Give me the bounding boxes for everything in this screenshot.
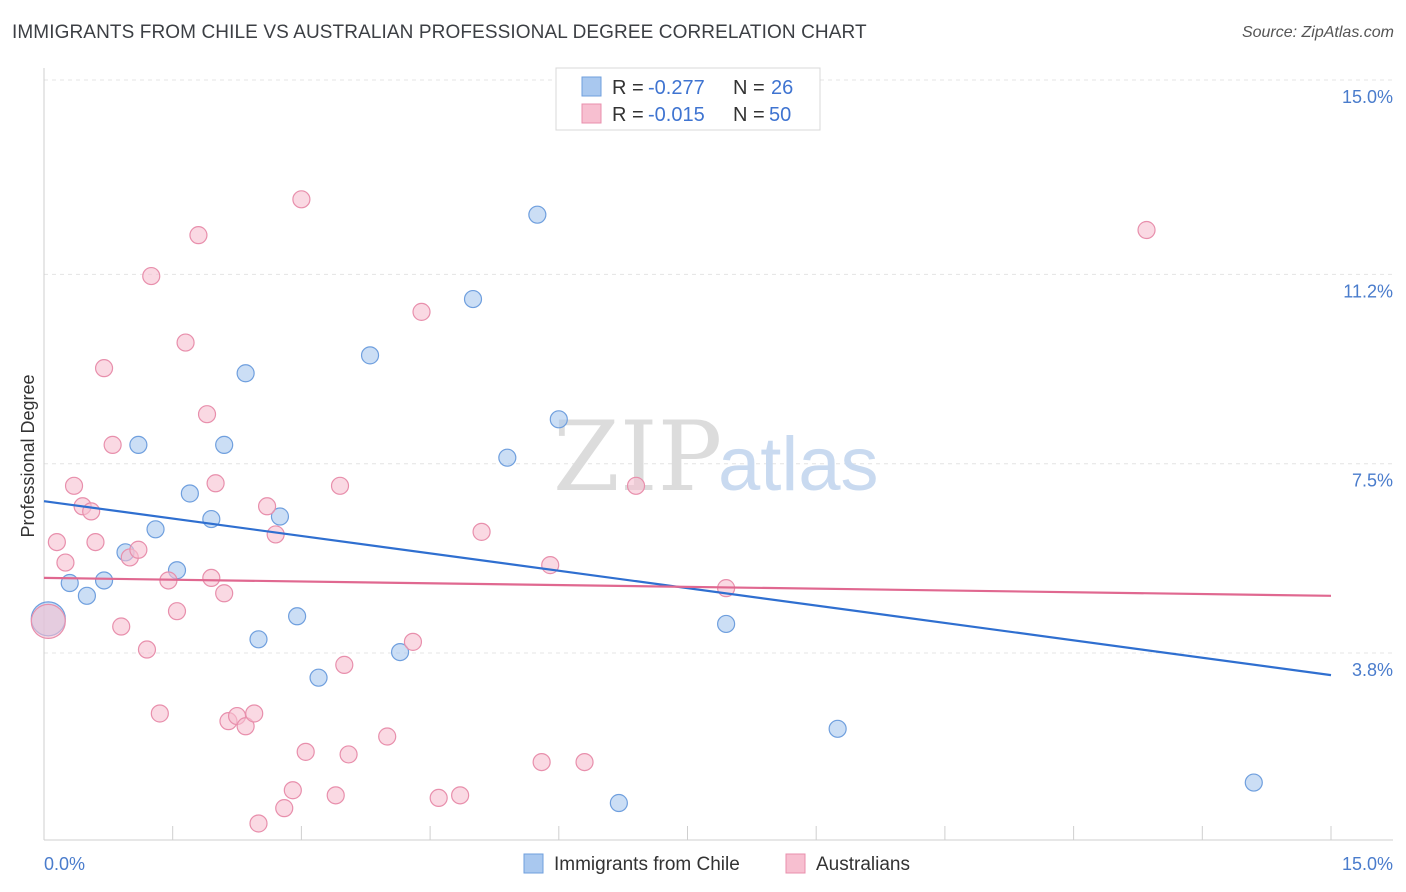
point-chile-1 [60, 573, 79, 593]
x-tick-label-right: 15.0% [1342, 854, 1393, 874]
point-australians-28 [257, 497, 277, 516]
bottom-legend-swatch-australians [785, 853, 806, 874]
trend-line-chile [43, 500, 1332, 677]
point-chile-23 [717, 614, 736, 634]
y-tick-labels: 15.0% 11.2% 7.5% 3.8% [1342, 87, 1393, 680]
point-chile-11 [236, 364, 255, 383]
point-australians-44 [532, 752, 551, 772]
trend-lines [43, 500, 1332, 677]
point-australians-26 [245, 704, 264, 723]
point-chile-21 [549, 410, 568, 429]
point-australians-17 [176, 333, 195, 352]
point-australians-16 [167, 602, 187, 621]
point-australians-36 [335, 655, 354, 674]
watermark-zip: ZIP [553, 401, 722, 513]
point-chile-22 [609, 793, 628, 813]
legend-r-value-australians: -0.015 [648, 104, 705, 126]
point-australians-6 [86, 532, 105, 552]
point-chile-17 [390, 642, 410, 662]
point-australians-40 [412, 302, 431, 321]
point-chile-13 [270, 507, 290, 526]
point-chile-19 [498, 448, 517, 467]
axes [43, 68, 1393, 841]
point-chile-24 [828, 719, 847, 738]
point-australians-33 [296, 742, 315, 761]
point-australians-5 [82, 502, 101, 521]
point-chile-20 [528, 205, 547, 224]
point-australians-38 [378, 727, 397, 746]
point-australians-12 [137, 640, 157, 659]
point-australians-9 [112, 617, 131, 636]
legend-swatch-chile [581, 76, 602, 97]
chart-title: IMMIGRANTS FROM CHILE VS AUSTRALIAN PROF… [12, 22, 867, 43]
point-chile-16 [360, 346, 380, 365]
point-australians-1 [47, 532, 66, 552]
point-chile-2 [77, 586, 97, 605]
point-chile-3 [94, 571, 114, 590]
y-tick-label-0: 15.0% [1342, 87, 1393, 107]
point-australians-0 [30, 603, 66, 639]
point-australians-20 [202, 568, 221, 588]
bottom-legend-swatch-chile [523, 853, 544, 874]
point-chile-25 [1244, 773, 1263, 792]
x-tick-label-left: 0.0% [44, 854, 85, 874]
point-australians-22 [215, 584, 234, 603]
point-australians-47 [626, 476, 646, 495]
point-australians-37 [339, 745, 358, 764]
source-label: Source: ZipAtlas.com [1241, 24, 1394, 41]
point-australians-30 [275, 799, 294, 818]
point-australians-27 [249, 814, 268, 833]
point-chile-10 [215, 435, 234, 454]
point-australians-18 [189, 226, 208, 245]
point-chile-12 [249, 630, 268, 649]
point-australians-7 [94, 359, 114, 378]
legend-r-label-australians: R = [612, 104, 644, 126]
point-australians-49 [1137, 220, 1156, 240]
watermark-atlas: atlas [718, 422, 879, 507]
point-australians-2 [56, 553, 75, 572]
point-australians-29 [266, 525, 285, 544]
point-australians-21 [206, 474, 225, 493]
point-australians-34 [326, 786, 345, 805]
y-axis-title: Professional Degree [18, 374, 38, 537]
point-australians-39 [403, 632, 423, 651]
point-australians-31 [283, 781, 302, 800]
watermark: ZIP atlas [553, 401, 879, 513]
legend-n-label-australians: N = [733, 104, 765, 126]
point-australians-43 [472, 522, 491, 541]
point-australians-3 [64, 476, 84, 495]
point-australians-25 [236, 717, 255, 736]
point-australians-14 [150, 704, 169, 723]
point-australians-8 [103, 435, 122, 454]
point-chile-18 [463, 289, 483, 309]
point-australians-35 [330, 476, 350, 495]
point-chile-8 [180, 484, 199, 503]
bottom-legend-label-chile: Immigrants from Chile [554, 854, 740, 875]
bottom-legend-label-australians: Australians [816, 854, 910, 875]
point-australians-11 [129, 540, 148, 559]
legend-r-value-chile: -0.277 [648, 77, 705, 99]
point-australians-19 [197, 405, 217, 424]
point-australians-41 [429, 788, 448, 808]
point-australians-46 [575, 752, 594, 772]
point-chile-14 [288, 607, 307, 626]
legend-n-value-chile: 26 [771, 77, 793, 99]
point-australians-32 [292, 190, 311, 209]
legend-r-label-chile: R = [612, 77, 644, 99]
y-tick-label-2: 7.5% [1352, 471, 1393, 491]
legend-box: R = -0.277 N = 26 R = -0.015 N = 50 [555, 67, 821, 131]
point-australians-13 [142, 266, 161, 286]
legend-n-label-chile: N = [733, 77, 765, 99]
point-chile-5 [129, 435, 148, 454]
point-chile-6 [146, 520, 165, 539]
point-australians-42 [451, 786, 470, 805]
legend-n-value-australians: 50 [769, 104, 791, 126]
y-tick-label-3: 3.8% [1352, 660, 1393, 680]
point-chile-15 [309, 668, 328, 687]
y-tick-label-1: 11.2% [1343, 281, 1393, 301]
trend-line-australians [43, 576, 1332, 597]
legend-swatch-australians [581, 103, 602, 124]
bottom-legend: Immigrants from Chile Australians [523, 853, 910, 875]
